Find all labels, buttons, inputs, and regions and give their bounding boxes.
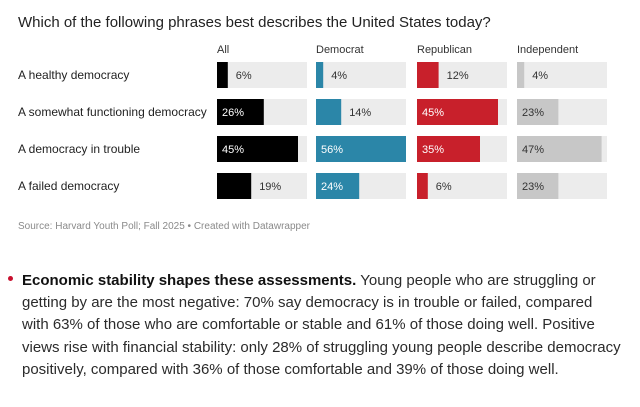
data-label: 26% xyxy=(222,107,244,119)
bullet-heading: Economic stability shapes these assessme… xyxy=(22,272,357,289)
bar xyxy=(517,62,525,88)
bar xyxy=(217,99,264,125)
bar xyxy=(417,136,480,162)
series-header: Democrat xyxy=(316,44,364,56)
bar xyxy=(217,62,228,88)
data-label: 12% xyxy=(447,70,469,82)
bar xyxy=(316,62,324,88)
data-label: 45% xyxy=(222,144,244,156)
category-label: A failed democracy xyxy=(18,179,119,193)
data-label: 45% xyxy=(422,107,444,119)
data-label: 35% xyxy=(422,144,444,156)
bar-track xyxy=(217,62,307,88)
bar-track xyxy=(417,173,507,199)
bar xyxy=(417,62,439,88)
data-label: 4% xyxy=(532,70,548,82)
category-label: A somewhat functioning democracy xyxy=(18,105,207,119)
bar xyxy=(316,136,406,162)
bar xyxy=(217,173,252,199)
data-label: 19% xyxy=(259,181,281,193)
bullet-text: Young people who are struggling or getti… xyxy=(22,272,621,378)
data-label: 23% xyxy=(522,107,544,119)
data-label: 23% xyxy=(522,181,544,193)
data-label: 6% xyxy=(436,181,452,193)
series-header: All xyxy=(217,44,229,56)
data-label: 56% xyxy=(321,144,343,156)
bar-track xyxy=(517,62,607,88)
data-label: 4% xyxy=(331,70,347,82)
data-label: 24% xyxy=(321,181,343,193)
bar xyxy=(417,99,498,125)
bar xyxy=(417,173,428,199)
bullet-icon xyxy=(8,276,13,281)
bar xyxy=(316,99,342,125)
bar xyxy=(517,99,559,125)
chart-title: Which of the following phrases best desc… xyxy=(18,14,491,31)
category-label: A healthy democracy xyxy=(18,68,129,82)
category-label: A democracy in trouble xyxy=(18,142,140,156)
bullet-paragraph: Economic stability shapes these assessme… xyxy=(8,270,622,381)
bar xyxy=(517,173,559,199)
bar xyxy=(517,136,602,162)
data-label: 14% xyxy=(349,107,371,119)
data-label: 47% xyxy=(522,144,544,156)
bar-track xyxy=(316,62,406,88)
bar xyxy=(217,136,298,162)
data-label: 6% xyxy=(236,70,252,82)
series-header: Republican xyxy=(417,44,472,56)
source-note: Source: Harvard Youth Poll; Fall 2025 • … xyxy=(18,221,310,232)
bar-chart: A healthy democracy A somewhat functionin… xyxy=(18,44,607,199)
bar xyxy=(316,173,360,199)
series-header: Independent xyxy=(517,44,578,56)
